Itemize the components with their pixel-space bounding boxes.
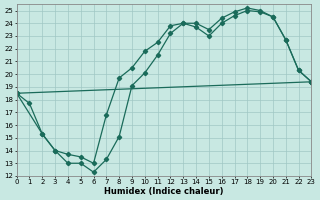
X-axis label: Humidex (Indice chaleur): Humidex (Indice chaleur) [104,187,224,196]
